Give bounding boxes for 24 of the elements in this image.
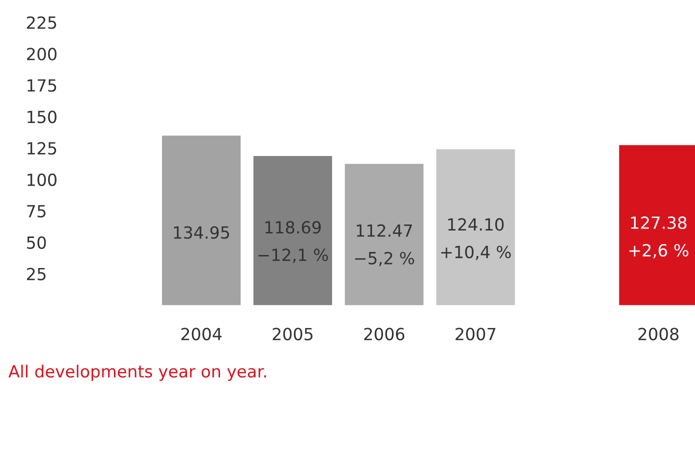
x-tick-label: 2007 [456, 328, 496, 340]
y-tick-label: 75 [27, 205, 46, 218]
data-label: 124.10 +10,4 % [441, 218, 511, 260]
data-label: 118.69 −12,1 % [258, 221, 328, 263]
data-label: 127.38 +2,6 % [629, 216, 688, 258]
y-tick-label: 200 [26, 48, 56, 60]
y-tick-label: 225 [26, 16, 56, 29]
data-label: 112.47 −5,2 % [355, 224, 414, 266]
y-tick-label: 175 [28, 79, 56, 92]
x-tick-label: 2008 [638, 328, 678, 340]
bar [344, 164, 424, 306]
y-tick-label: 100 [28, 173, 56, 186]
data-label: 134.95 [174, 226, 230, 239]
y-tick-label: 125 [28, 142, 56, 155]
y-tick-label: 150 [28, 110, 56, 124]
bar [162, 136, 241, 306]
text: All developments year on year. [8, 364, 266, 381]
y-tick-label: 50 [27, 236, 46, 249]
x-tick-label: 2005 [272, 328, 313, 340]
bar [436, 149, 515, 306]
y-tick-label: 25 [26, 268, 46, 280]
x-tick-label: 2004 [181, 328, 222, 340]
x-tick-label: 2006 [364, 328, 404, 340]
bar [253, 156, 332, 306]
